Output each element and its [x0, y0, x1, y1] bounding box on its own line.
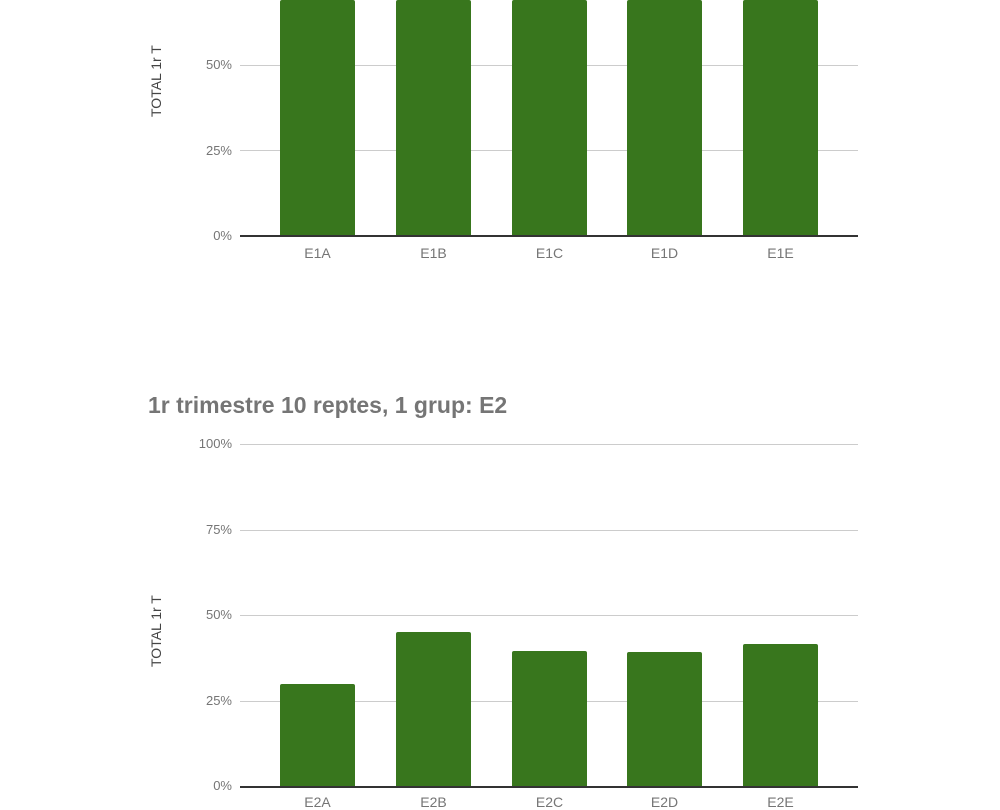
bar-e1b[interactable]: [396, 0, 471, 236]
y-tick-25: 25%: [205, 693, 232, 708]
bar-e2a[interactable]: [280, 684, 355, 786]
bar-e2c[interactable]: [512, 651, 587, 786]
x-label-e1c: E1C: [535, 245, 564, 261]
bar-e1e[interactable]: [743, 0, 818, 236]
gridline-50: [240, 615, 858, 616]
x-label-e1e: E1E: [767, 245, 794, 261]
y-tick-75: 75%: [205, 522, 232, 537]
gridline-100: [240, 444, 858, 445]
gridline-75: [240, 530, 858, 531]
x-label-e1d: E1D: [650, 245, 679, 261]
x-label-e2c: E2C: [535, 794, 564, 810]
chart-title: 1r trimestre 10 reptes, 1 grup: E2: [148, 392, 508, 418]
y-tick-0: 0%: [213, 778, 232, 793]
x-label-e1a: E1A: [304, 245, 331, 261]
bar-e1a[interactable]: [280, 0, 355, 236]
bar-e2d[interactable]: [627, 652, 702, 786]
y-axis-label: TOTAL 1r T: [148, 595, 164, 667]
y-tick-50: 50%: [205, 57, 232, 72]
bar-e2e[interactable]: [743, 644, 818, 786]
y-tick-100: 100%: [198, 436, 232, 451]
y-tick-25: 25%: [205, 143, 232, 158]
x-axis: [240, 235, 858, 237]
x-label-e1b: E1B: [420, 245, 447, 261]
bar-e1c[interactable]: [512, 0, 587, 236]
bar-e1d[interactable]: [627, 0, 702, 236]
x-axis: [240, 786, 858, 788]
y-tick-0: 0%: [213, 228, 232, 243]
chart-e1: TOTAL 1r T 50% 25% 0% E1A E1B E1C E1D E1…: [0, 0, 1000, 300]
y-tick-50: 50%: [205, 607, 232, 622]
x-label-e2a: E2A: [304, 794, 331, 810]
x-label-e2e: E2E: [767, 794, 794, 810]
x-label-e2d: E2D: [650, 794, 679, 810]
x-label-e2b: E2B: [420, 794, 447, 810]
bar-e2b[interactable]: [396, 632, 471, 786]
